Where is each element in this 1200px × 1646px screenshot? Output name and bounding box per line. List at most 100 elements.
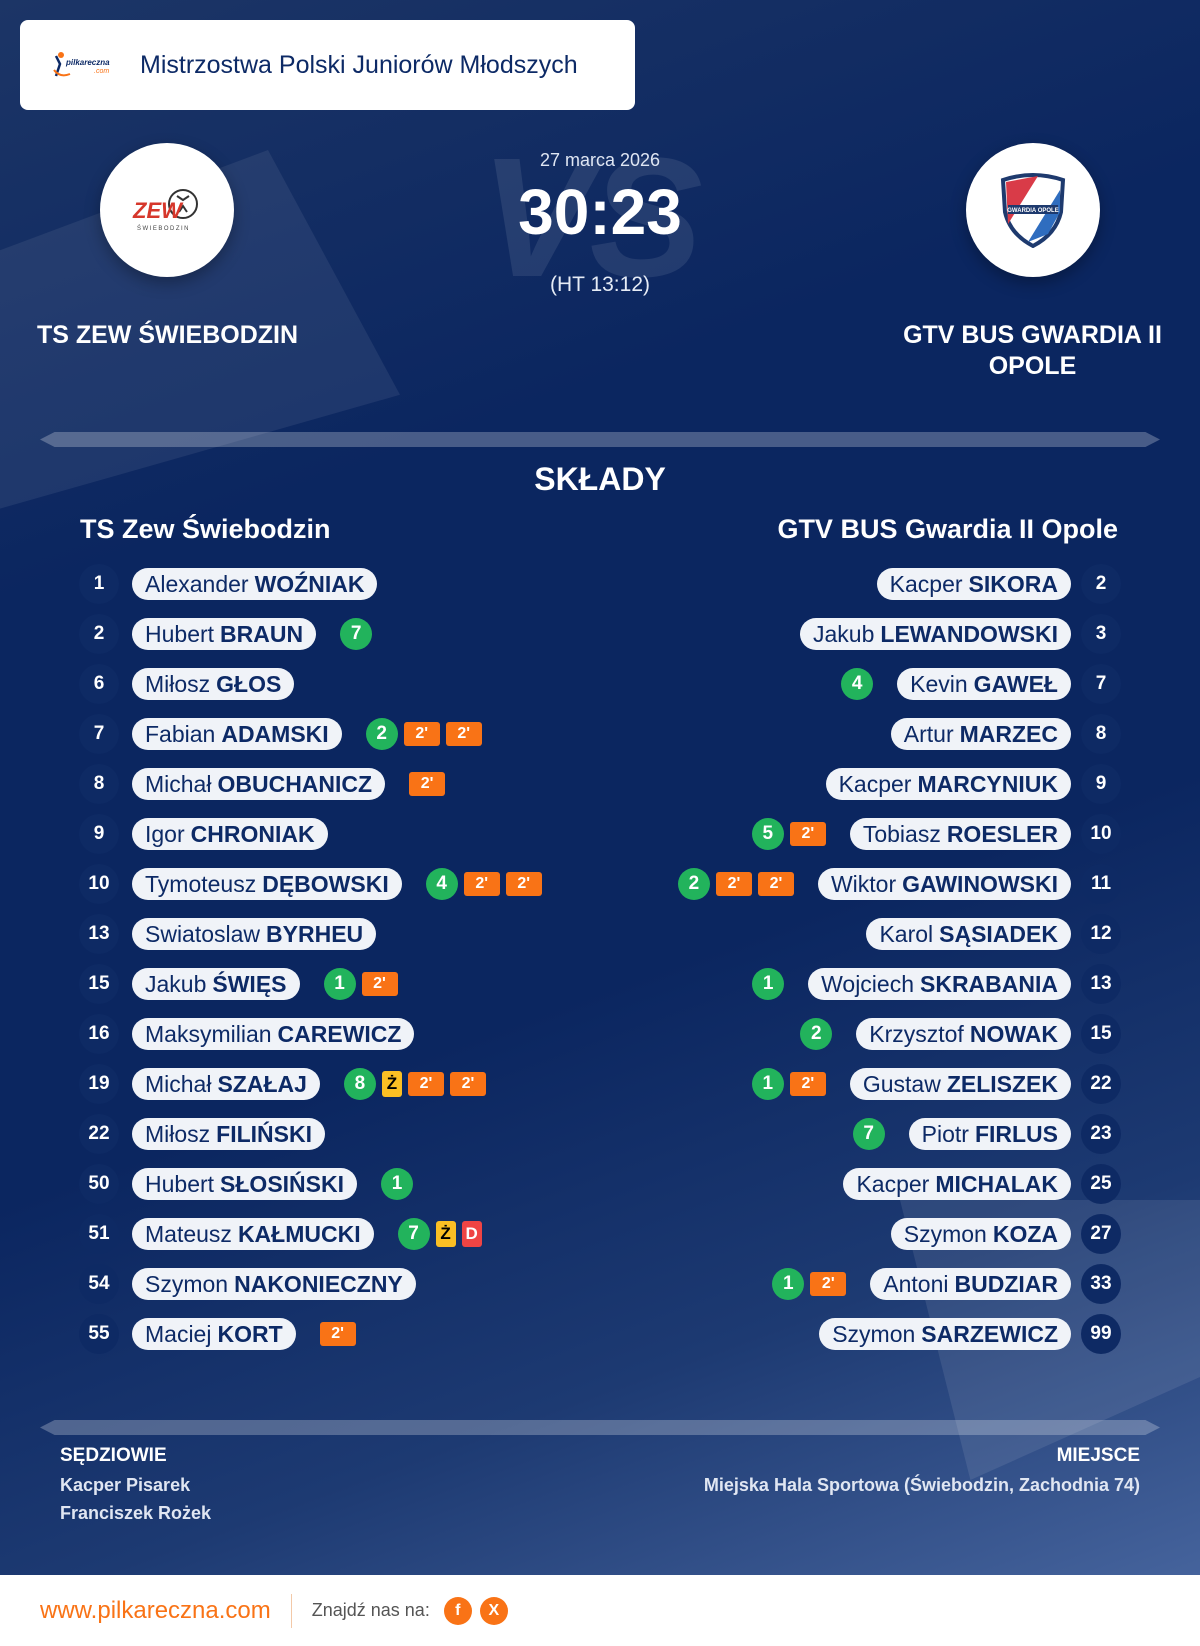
player-first-name: Artur <box>903 720 954 747</box>
referees-section: SĘDZIOWIE Kacper Pisarek Franciszek Roże… <box>60 1445 211 1527</box>
player-first-name: Krzysztof <box>869 1020 964 1047</box>
player-name: Swiatoslaw BYRHEU <box>132 918 377 950</box>
goals-badge: 7 <box>340 618 373 650</box>
find-us-label: Znajdź nas na: <box>311 1600 430 1620</box>
suspension-badge: 2' <box>463 872 500 896</box>
player-row: Kacper MARCYNIUK 9 <box>561 759 1121 809</box>
home-lineup-heading: TS Zew Świebodzin <box>80 514 331 544</box>
home-team-name: TS ZEW ŚWIEBODZIN <box>36 321 299 349</box>
facebook-icon[interactable]: f <box>443 1596 472 1625</box>
player-first-name: Jakub <box>145 970 207 997</box>
shirt-number: 25 <box>1081 1164 1121 1204</box>
player-last-name: MARCYNIUK <box>917 770 1058 797</box>
player-name: Kacper MICHALAK <box>843 1168 1071 1200</box>
player-first-name: Kacper <box>889 570 963 597</box>
player-events: 7 <box>852 1118 885 1150</box>
player-events: 7 <box>340 618 373 650</box>
player-row: 16 Maksymilian CAREWICZ <box>79 1009 639 1059</box>
suspension-badge: 2' <box>319 1322 356 1346</box>
divider <box>40 1420 1160 1435</box>
pilkareczna-logo: pilkareczna .com <box>53 52 110 77</box>
player-events: 2' <box>319 1322 356 1346</box>
player-row: 22 Miłosz FILIŃSKI <box>79 1109 639 1159</box>
player-name: Jakub LEWANDOWSKI <box>800 618 1071 650</box>
away-lineup: Kacper SIKORA 2 Jakub LEWANDOWSKI 3 4 Kevin GAWE… <box>561 559 1121 1359</box>
goals-badge: 8 <box>343 1068 376 1100</box>
shirt-number: 3 <box>1081 614 1121 654</box>
yellow-card-badge: Ż <box>435 1221 456 1247</box>
player-first-name: Hubert <box>145 620 215 647</box>
goals-badge: 1 <box>323 968 356 1000</box>
halftime-score: (HT 13:12) <box>550 273 650 296</box>
player-events: 2 2' 2' <box>677 868 794 900</box>
goals-badge: 2 <box>800 1018 833 1050</box>
player-row: Kacper SIKORA 2 <box>561 559 1121 609</box>
player-last-name: SZAŁAJ <box>217 1070 307 1097</box>
shirt-number: 50 <box>79 1164 119 1204</box>
match-date: 27 marca 2026 <box>539 150 661 170</box>
shirt-number: 9 <box>79 814 119 854</box>
player-events: 4 <box>841 668 874 700</box>
shirt-number: 19 <box>79 1064 119 1104</box>
player-last-name: MICHALAK <box>935 1170 1058 1197</box>
player-first-name: Wojciech <box>821 970 914 997</box>
player-name: Szymon NAKONIECZNY <box>132 1268 416 1300</box>
shirt-number: 10 <box>1081 814 1121 854</box>
player-name: Kevin GAWEŁ <box>897 668 1071 700</box>
home-crest: ZEW ŚWIEBODZIN <box>100 143 234 277</box>
player-row: 15 Jakub ŚWIĘS 1 2' <box>79 959 639 1009</box>
referee-name: Franciszek Rożek <box>60 1503 212 1523</box>
away-crest-text: GWARDIA OPOLE <box>1007 208 1058 214</box>
shirt-number: 51 <box>79 1214 119 1254</box>
player-name: Igor CHRONIAK <box>132 818 328 850</box>
home-lineup: 1 Alexander WOŹNIAK 2 Hubert BRAUN 7 6 Miłosz GŁO… <box>79 559 639 1359</box>
player-name: Hubert SŁOSIŃSKI <box>132 1168 358 1200</box>
player-row: 2 Krzysztof NOWAK 15 <box>561 1009 1121 1059</box>
player-last-name: FIRLUS <box>974 1120 1058 1147</box>
player-last-name: GAWEŁ <box>973 670 1058 697</box>
player-first-name: Wiktor <box>830 870 897 897</box>
player-name: Tobiasz ROESLER <box>849 818 1071 850</box>
player-name: Gustaw ZELISZEK <box>849 1068 1071 1100</box>
svg-text:ZEW: ZEW <box>132 198 184 223</box>
player-last-name: CHRONIAK <box>190 820 315 847</box>
player-first-name: Kacper <box>856 1170 930 1197</box>
player-row: 8 Michał OBUCHANICZ 2' <box>79 759 639 809</box>
player-name: Kacper MARCYNIUK <box>825 768 1071 800</box>
player-name: Wiktor GAWINOWSKI <box>817 868 1071 900</box>
player-first-name: Szymon <box>145 1270 229 1297</box>
player-events: 2 <box>800 1018 833 1050</box>
player-first-name: Fabian <box>145 720 216 747</box>
player-name: Michał SZAŁAJ <box>132 1068 320 1100</box>
player-last-name: SKRABANIA <box>920 970 1058 997</box>
player-last-name: ROESLER <box>946 820 1058 847</box>
lineups-title: SKŁADY <box>534 461 666 497</box>
player-first-name: Kevin <box>910 670 968 697</box>
player-row: 6 Miłosz GŁOS <box>79 659 639 709</box>
goals-badge: 1 <box>751 1068 784 1100</box>
venue-section: MIEJSCE Miejska Hala Sportowa (Świebodzi… <box>704 1445 1140 1499</box>
player-last-name: WOŹNIAK <box>254 570 365 597</box>
shirt-number: 8 <box>1081 714 1121 754</box>
suspension-badge: 2' <box>789 822 826 846</box>
player-events: 5 2' <box>751 818 826 850</box>
player-events: 1 2' <box>772 1268 847 1300</box>
player-first-name: Gustaw <box>862 1070 941 1097</box>
player-name: Piotr FIRLUS <box>908 1118 1071 1150</box>
website-link[interactable]: www.pilkareczna.com <box>40 1593 292 1628</box>
player-name: Hubert BRAUN <box>132 618 317 650</box>
gwardia-logo: GWARDIA OPOLE <box>1000 173 1066 248</box>
suspension-badge: 2' <box>361 972 398 996</box>
suspension-badge: 2' <box>403 722 440 746</box>
shirt-number: 13 <box>1081 964 1121 1004</box>
player-first-name: Tobiasz <box>862 820 941 847</box>
player-last-name: GŁOS <box>216 670 282 697</box>
goals-badge: 1 <box>752 968 785 1000</box>
suspension-badge: 2' <box>409 772 446 796</box>
player-first-name: Szymon <box>832 1320 916 1347</box>
x-icon[interactable]: X <box>479 1596 508 1625</box>
player-row: Karol SĄSIADEK 12 <box>561 909 1121 959</box>
away-lineup-heading: GTV BUS Gwardia II Opole <box>777 514 1118 544</box>
shirt-number: 9 <box>1081 764 1121 804</box>
player-first-name: Michał <box>145 770 212 797</box>
